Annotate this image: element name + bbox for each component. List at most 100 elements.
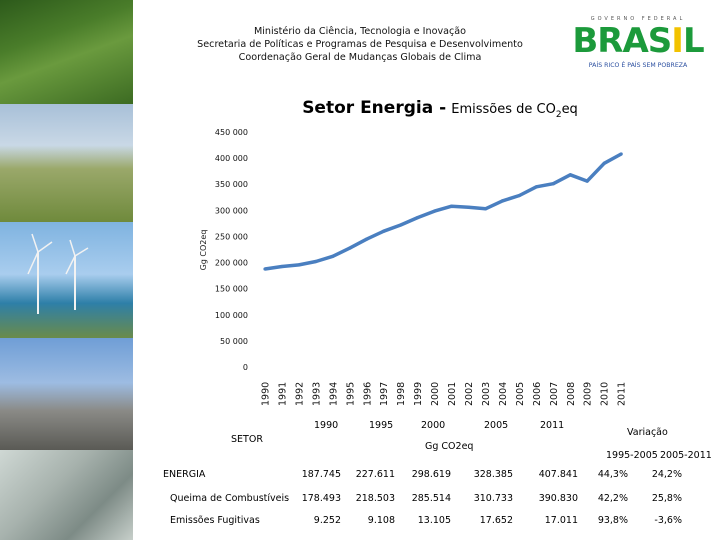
table-cell-variation: 93,8% [597, 515, 628, 526]
table-variacao-header: Variação [627, 427, 668, 438]
x-tick-label: 2005 [515, 382, 526, 406]
table-cell-variation: 42,2% [597, 493, 628, 504]
y-tick-label: 250 000 [215, 232, 248, 241]
table-cell-value: 13.105 [417, 515, 451, 526]
table-cell-value: 9.108 [367, 515, 395, 526]
x-tick-label: 1991 [277, 382, 288, 406]
logo-wordmark: BRASIL [572, 21, 704, 61]
x-tick-label: 1995 [345, 382, 356, 406]
table-year-2011: 2011 [540, 420, 565, 431]
y-tick-label: 0 [243, 363, 248, 372]
data-point [416, 216, 420, 220]
emissions-line-chart: 0 50 000 100 000 150 000 200 000 250 000 300 0… [199, 128, 628, 406]
y-tick-label: 400 000 [215, 154, 248, 163]
x-tick-label: 2006 [532, 382, 543, 406]
series-line-energia [264, 152, 623, 271]
x-tick-label: 1992 [294, 382, 305, 406]
chart-title: Setor Energia - Emissões de CO2eq [250, 98, 630, 120]
table-cell-value: 227.611 [355, 469, 395, 480]
table-cell-value: 285.514 [411, 493, 451, 504]
y-tick-label: 150 000 [215, 285, 248, 294]
data-point [466, 205, 471, 209]
x-tick-label: 1996 [362, 382, 373, 406]
y-axis-label: Gg CO2eq [199, 230, 208, 271]
y-tick-label: 300 000 [215, 206, 248, 215]
y-tick-label: 350 000 [215, 180, 248, 189]
data-point [331, 254, 335, 258]
x-tick-label: 1994 [328, 382, 339, 406]
table-cell-value: 218.503 [355, 493, 395, 504]
chart-title-subscript: 2 [555, 110, 562, 121]
data-point [483, 207, 488, 211]
table-cell-value: 407.841 [538, 469, 578, 480]
table-cell-value: 390.830 [538, 493, 578, 504]
x-tick-label: 2000 [430, 382, 441, 406]
brasil-government-logo: GOVERNO FEDERAL BRASIL PAÍS RICO É PAÍS … [568, 16, 708, 74]
wind-turbine-drawing [27, 233, 89, 314]
data-point [382, 229, 386, 233]
y-tick-label: 100 000 [215, 311, 248, 320]
table-year-2005: 2005 [484, 420, 509, 431]
forest-aerial-photo [0, 0, 133, 104]
data-point [450, 204, 454, 208]
x-tick-label: 2004 [498, 382, 509, 406]
chart-title-eq: eq [561, 102, 578, 117]
table-cell-variation: -3,6% [654, 515, 682, 526]
table-var-period-1: 1995-2005 [606, 450, 658, 461]
chart-title-emissoes: Emissões de CO [451, 102, 556, 117]
table-cell-value: 17.011 [544, 515, 578, 526]
data-point [568, 173, 572, 177]
table-year-1995: 1995 [369, 420, 394, 431]
data-point [602, 161, 606, 165]
table-var-period-2: 2005-2011 [660, 450, 712, 461]
chart-title-main: Setor Energia - [302, 98, 447, 118]
header-line-1: Ministério da Ciência, Tecnologia e Inov… [253, 26, 467, 37]
x-axis-ticks: 1990 1991 1992 1993 1994 1995 1996 1997 1998 1999… [261, 382, 628, 406]
table-cell-variation: 25,8% [651, 493, 682, 504]
table-row-label: Queima de Combustíveis [170, 493, 290, 504]
data-point [348, 246, 352, 250]
table-cell-value: 328.385 [473, 469, 513, 480]
table-cell-value: 187.745 [301, 469, 341, 480]
x-tick-label: 2007 [549, 382, 560, 406]
data-point [399, 223, 403, 227]
cattle-photo [0, 104, 133, 222]
table-row-label: ENERGIA [163, 469, 206, 480]
logo-top-text: GOVERNO FEDERAL [590, 16, 686, 22]
table-cell-value: 9.252 [313, 515, 341, 526]
data-point [534, 185, 539, 189]
y-tick-label: 50 000 [220, 337, 248, 346]
x-tick-label: 2003 [481, 382, 492, 406]
x-tick-label: 1997 [379, 382, 390, 406]
data-point [551, 182, 555, 186]
table-cell-value: 17.652 [479, 515, 513, 526]
data-point [433, 209, 437, 213]
table-cell-value: 310.733 [473, 493, 513, 504]
table-cell-value: 298.619 [411, 469, 451, 480]
wind-turbines-photo [0, 222, 133, 338]
table-cell-variation: 24,2% [651, 469, 682, 480]
table-year-1990: 1990 [314, 420, 339, 431]
table-cell-variation: 44,3% [597, 469, 628, 480]
data-point [263, 267, 267, 271]
table-unit: Gg CO2eq [425, 441, 474, 452]
data-point [517, 193, 522, 198]
data-point [619, 152, 623, 156]
data-point [314, 259, 318, 264]
industrial-plant-photo [0, 338, 133, 450]
header-line-3: Coordenação Geral de Mudanças Globais de… [238, 52, 482, 63]
table-year-2000: 2000 [421, 420, 446, 431]
x-tick-label: 2010 [600, 382, 611, 406]
series-points [263, 152, 623, 271]
x-tick-label: 2009 [583, 382, 594, 406]
x-tick-label: 2008 [566, 382, 577, 406]
header-line-2: Secretaria de Políticas e Programas de P… [197, 39, 523, 50]
x-tick-label: 1993 [311, 382, 322, 406]
table-row-label: Emissões Fugitivas [170, 515, 260, 526]
data-point [280, 264, 284, 269]
x-tick-label: 1999 [413, 382, 424, 406]
data-point [500, 199, 504, 203]
y-tick-label: 200 000 [215, 259, 248, 268]
x-tick-label: 1990 [261, 382, 272, 406]
recycling-worker-photo [0, 450, 133, 540]
